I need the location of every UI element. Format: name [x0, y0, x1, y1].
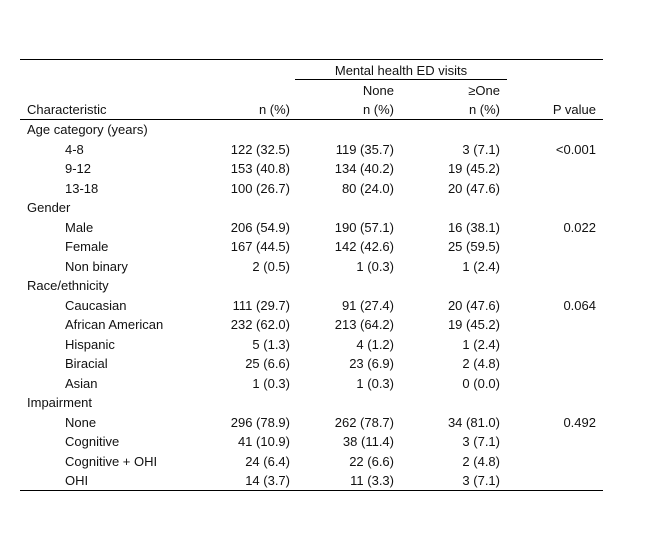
bottom-rule	[20, 490, 603, 491]
table-row: Cognitive + OHI 24 (6.4) 22 (6.6) 2 (4.8)	[0, 454, 645, 474]
header-none-n: n (%)	[362, 102, 394, 117]
cell-none: 119 (35.7)	[335, 141, 394, 157]
cell-one: 1 (2.4)	[462, 336, 500, 352]
cell-total: 100 (26.7)	[230, 180, 290, 196]
cell-total: 1 (0.3)	[252, 375, 290, 391]
row-label: African American	[65, 317, 164, 332]
cell-none: 23 (6.9)	[349, 356, 394, 371]
table-row: Biracial 25 (6.6) 23 (6.9) 2 (4.8)	[0, 356, 645, 376]
spanner-label: Mental health ED visits	[334, 63, 468, 78]
cell-p-value: 0.022	[563, 219, 596, 235]
group-row: Impairment	[0, 395, 645, 415]
cell-none: 134 (40.2)	[334, 161, 394, 176]
table-row: 4-8 122 (32.5) 119 (35.7) 3 (7.1) <0.001	[0, 142, 645, 162]
cell-one: 34 (81.0)	[447, 414, 500, 430]
row-label: Cognitive + OHI	[65, 453, 158, 469]
group-row: Age category (years)	[0, 122, 645, 142]
cell-total: 111 (29.7)	[232, 297, 290, 313]
table-row: Caucasian 111 (29.7) 91 (27.4) 20 (47.6) 0.0…	[0, 298, 645, 318]
group-row: Gender	[0, 200, 645, 220]
cell-none: 190 (57.1)	[334, 219, 394, 235]
cell-total: 153 (40.8)	[230, 161, 290, 176]
header-characteristic: Characteristic	[27, 102, 107, 117]
row-label: Biracial	[65, 356, 108, 371]
cell-one: 0 (0.0)	[462, 375, 500, 391]
cell-total: 296 (78.9)	[230, 414, 290, 430]
cell-none: 11 (3.3)	[350, 473, 394, 488]
group-label: Gender	[27, 200, 71, 215]
table-row: Male 206 (54.9) 190 (57.1) 16 (38.1) 0.022	[0, 220, 645, 240]
table-row: Female 167 (44.5) 142 (42.6) 25 (59.5)	[0, 239, 645, 259]
cell-one: 19 (45.2)	[447, 317, 500, 332]
row-label: 13-18	[65, 180, 99, 196]
row-label: Hispanic	[65, 336, 115, 352]
table-row: Non binary 2 (0.5) 1 (0.3) 1 (2.4)	[0, 259, 645, 279]
cell-one: 1 (2.4)	[462, 258, 500, 274]
cell-one: 2 (4.8)	[462, 356, 500, 371]
cell-total: 25 (6.6)	[245, 356, 290, 371]
cell-one: 19 (45.2)	[447, 161, 500, 176]
row-label: Male	[65, 219, 94, 235]
cell-one: 2 (4.8)	[462, 453, 500, 469]
cell-none: 4 (1.2)	[356, 336, 394, 352]
table-row: Asian 1 (0.3) 1 (0.3) 0 (0.0)	[0, 376, 645, 396]
cell-p-value: 0.064	[563, 297, 596, 313]
table-row: Hispanic 5 (1.3) 4 (1.2) 1 (2.4)	[0, 337, 645, 357]
cell-total: 41 (10.9)	[237, 434, 290, 449]
cell-p-value: <0.001	[555, 141, 596, 157]
row-label: Caucasian	[65, 297, 127, 313]
table-row: Cognitive 41 (10.9) 38 (11.4) 3 (7.1)	[0, 434, 645, 454]
cell-total: 24 (6.4)	[245, 453, 290, 469]
cell-one: 20 (47.6)	[447, 297, 500, 313]
cell-none: 1 (0.3)	[356, 375, 394, 391]
cell-one: 3 (7.1)	[462, 434, 500, 449]
row-label: OHI	[65, 473, 89, 488]
table-row: None 296 (78.9) 262 (78.7) 34 (81.0) 0.492	[0, 415, 645, 435]
row-label: None	[65, 414, 97, 430]
spanner-rule	[295, 79, 507, 80]
table-row: OHI 14 (3.7) 11 (3.3) 3 (7.1)	[0, 473, 645, 493]
row-label: Cognitive	[65, 434, 120, 449]
row-label: 4-8	[65, 141, 84, 157]
cell-none: 80 (24.0)	[341, 180, 394, 196]
group-label: Impairment	[27, 395, 93, 410]
cell-none: 91 (27.4)	[341, 297, 394, 313]
cell-total: 206 (54.9)	[230, 219, 290, 235]
cell-total: 232 (62.0)	[230, 317, 290, 332]
row-label: Asian	[65, 375, 98, 391]
header-one-top: ≥One	[468, 83, 500, 98]
cell-none: 1 (0.3)	[356, 258, 394, 274]
cell-total: 5 (1.3)	[252, 336, 290, 352]
row-label: Non binary	[65, 258, 128, 274]
cell-none: 22 (6.6)	[349, 453, 394, 469]
header-none-top: None	[362, 83, 394, 98]
cell-total: 167 (44.5)	[230, 239, 290, 254]
cell-none: 262 (78.7)	[334, 414, 394, 430]
cell-one: 16 (38.1)	[447, 219, 500, 235]
cell-total: 2 (0.5)	[252, 258, 290, 274]
cell-p-value: 0.492	[563, 414, 596, 430]
table-row: 13-18 100 (26.7) 80 (24.0) 20 (47.6)	[0, 181, 645, 201]
table-row: 9-12 153 (40.8) 134 (40.2) 19 (45.2)	[0, 161, 645, 181]
cell-none: 213 (64.2)	[334, 317, 394, 332]
cell-none: 38 (11.4)	[342, 434, 394, 449]
cell-one: 3 (7.1)	[462, 141, 500, 157]
cell-one: 3 (7.1)	[462, 473, 500, 488]
header-one-n: n (%)	[468, 102, 500, 117]
row-label: Female	[65, 239, 109, 254]
top-rule	[20, 59, 603, 60]
group-label: Race/ethnicity	[27, 278, 109, 293]
group-row: Race/ethnicity	[0, 278, 645, 298]
cell-none: 142 (42.6)	[334, 239, 394, 254]
cell-one: 20 (47.6)	[447, 180, 500, 196]
cell-total: 122 (32.5)	[230, 141, 290, 157]
row-label: 9-12	[65, 161, 92, 176]
group-label: Age category (years)	[27, 122, 148, 137]
header-p-value: P value	[552, 102, 596, 117]
table-row: African American 232 (62.0) 213 (64.2) 19 (…	[0, 317, 645, 337]
header-rule	[20, 119, 603, 120]
header-n-total: n (%)	[258, 102, 290, 117]
cell-total: 14 (3.7)	[245, 473, 290, 488]
cell-one: 25 (59.5)	[447, 239, 500, 254]
